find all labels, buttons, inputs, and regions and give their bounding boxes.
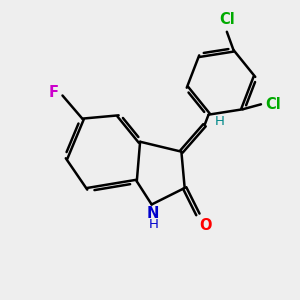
Text: H: H (148, 218, 158, 231)
Text: N: N (147, 206, 160, 221)
Text: F: F (49, 85, 58, 100)
Text: Cl: Cl (265, 97, 281, 112)
Text: Cl: Cl (219, 12, 235, 27)
Text: H: H (215, 115, 225, 128)
Text: O: O (200, 218, 212, 233)
